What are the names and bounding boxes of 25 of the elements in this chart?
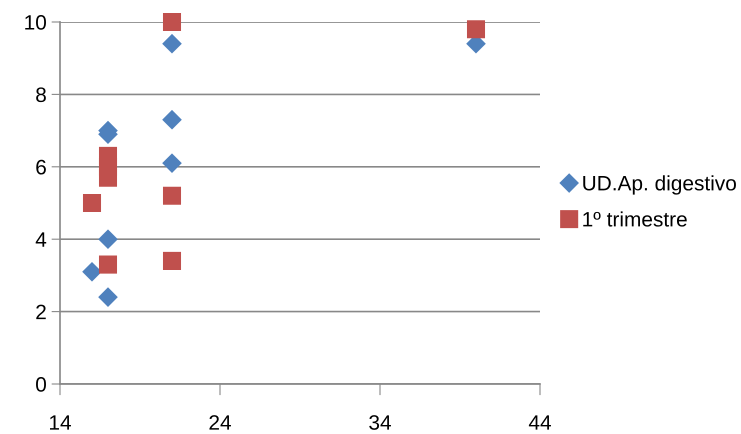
point [162, 34, 182, 54]
point [162, 252, 182, 270]
y-tick-label: 8 [36, 87, 46, 102]
legend-label: UD.Ap. digestivo [583, 175, 736, 195]
y-tick-label: 0 [36, 377, 46, 392]
point [82, 194, 102, 212]
point [98, 146, 118, 165]
legend-label: 1º trimestre [583, 211, 687, 227]
y-tick-label: 6 [36, 160, 46, 175]
y-tick-label: 4 [36, 232, 46, 247]
point [466, 20, 486, 38]
y-tick-label: 2 [36, 304, 46, 320]
x-tick-label: 34 [369, 415, 391, 430]
y-tick-label: 10 [25, 15, 46, 30]
point [98, 256, 118, 274]
x-tick-label: 24 [209, 415, 231, 430]
point [162, 110, 182, 130]
point [162, 12, 182, 32]
point [162, 154, 182, 173]
point [162, 186, 182, 205]
x-tick-label: 14 [50, 415, 71, 430]
point [82, 262, 102, 282]
point [98, 288, 118, 307]
point [98, 230, 118, 249]
x-tick-label: 44 [528, 415, 551, 430]
